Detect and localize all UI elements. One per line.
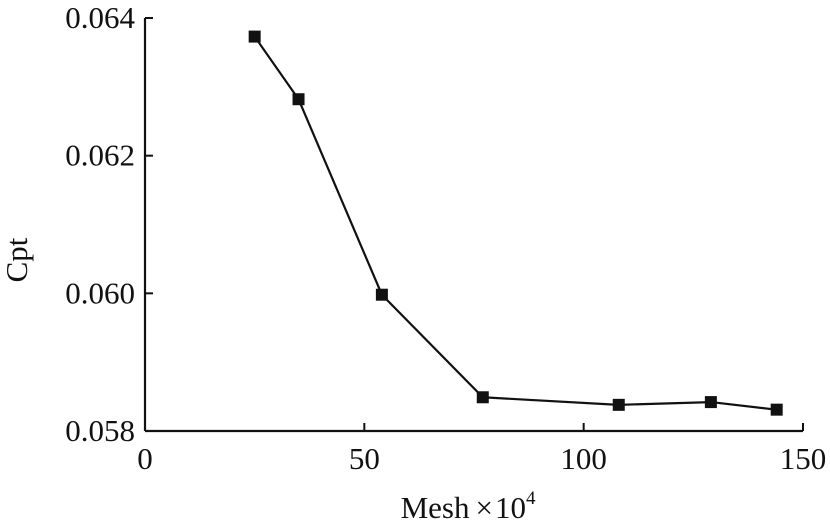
series-layer [248,30,783,416]
x-tick-label: 0 [137,441,153,476]
x-axis-title-operator: × [475,490,492,521]
data-point-marker [770,403,783,416]
x-tick-label: 150 [780,441,827,476]
x-axis-title-base: 10 [495,490,526,521]
x-tick-label: 50 [349,441,380,476]
data-point-marker [704,396,717,409]
x-tick-label: 100 [560,441,607,476]
x-axis-title-exponent: 4 [526,488,536,509]
x-axis-title-text: Mesh [401,490,470,521]
series-line [253,35,777,411]
y-tick-label: 0.064 [65,0,135,35]
data-point-marker [375,288,388,301]
x-axis-title: Mesh ×104 [401,488,536,521]
axes: 0 50 100 150 0.058 0.060 0.062 0.064 [65,0,826,476]
data-point-marker [612,398,625,411]
data-point-marker [292,93,305,106]
y-tick-label: 0.058 [65,413,135,448]
data-point-marker [476,391,489,404]
y-tick-label: 0.060 [65,275,135,310]
y-axis-title: Cpt [0,237,34,282]
y-tick-label: 0.062 [65,138,135,173]
data-point-marker [248,30,261,43]
